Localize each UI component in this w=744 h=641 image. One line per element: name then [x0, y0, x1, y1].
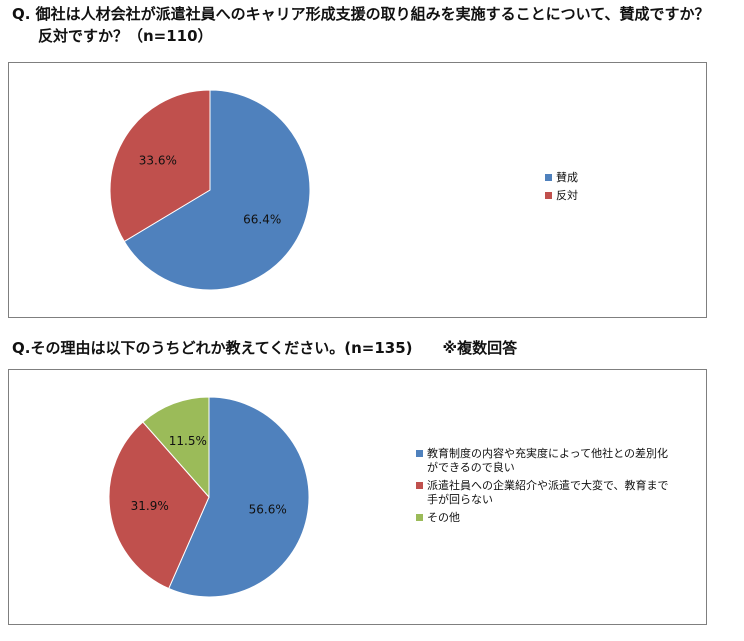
- chart-1-legend: 賛成 反対: [545, 171, 578, 207]
- pie-1-data-label-2: 33.6%: [139, 153, 177, 167]
- pie-1-legend-swatch-2: [545, 192, 552, 199]
- pie-2-legend-label-1: 教育制度の内容や充実度によって他社との差別化 ができるので良い: [427, 447, 669, 474]
- pie-2-legend-item-3: その他: [416, 511, 669, 525]
- pie-2-slice-3: [142, 396, 210, 499]
- question-1-line-1: Q. 御社は人材会社が派遣社員へのキャリア形成支援の取り組みを実施することについ…: [12, 5, 710, 23]
- pie-1-data-label-1: 66.4%: [243, 213, 281, 227]
- pie-2-legend-swatch-3: [416, 514, 423, 521]
- pie-1-slice-1: [123, 89, 311, 291]
- pie-2-legend-swatch-1: [416, 450, 423, 457]
- pie-1-slice-2: [109, 89, 211, 243]
- pie-2-legend-label-2: 派遣社員への企業紹介や派遣で大変で、教育まで 手が回らない: [427, 479, 669, 506]
- pie-2-legend-item-1: 教育制度の内容や充実度によって他社との差別化 ができるので良い: [416, 447, 669, 475]
- question-2: Q.その理由は以下のうちどれか教えてください。(n=135) ※複数回答: [12, 339, 518, 357]
- pie-2-slice-1: [168, 396, 310, 598]
- pie-2-legend-swatch-2: [416, 482, 423, 489]
- pie-2-slice-2: [108, 421, 210, 590]
- pie-chart-1: 66.4% 33.6%: [109, 89, 311, 291]
- chart-2-panel: 56.6% 31.9% 11.5% 教育制度の内容や充実度によって他社との差別化 がで…: [8, 369, 707, 625]
- pie-2-legend-label-3: その他: [427, 511, 460, 524]
- pie-1-legend-item-1: 賛成: [545, 171, 578, 185]
- pie-1-legend-label-1: 賛成: [556, 171, 578, 184]
- question-1-line-2: 反対ですか？（n=110）: [38, 27, 213, 45]
- pie-2-data-label-3: 11.5%: [169, 434, 207, 448]
- pie-2-data-label-1: 56.6%: [249, 502, 287, 516]
- pie-2-data-label-2: 31.9%: [131, 499, 169, 513]
- pie-2-legend-item-2: 派遣社員への企業紹介や派遣で大変で、教育まで 手が回らない: [416, 479, 669, 507]
- pie-chart-2: 56.6% 31.9% 11.5%: [108, 396, 310, 598]
- chart-2-legend: 教育制度の内容や充実度によって他社との差別化 ができるので良い 派遣社員への企業紹介…: [416, 447, 669, 529]
- chart-1-panel: 66.4% 33.6% 賛成反対: [8, 62, 707, 318]
- pie-1-legend-swatch-1: [545, 174, 552, 181]
- pie-1-legend-label-2: 反対: [556, 189, 578, 202]
- pie-1-legend-item-2: 反対: [545, 189, 578, 203]
